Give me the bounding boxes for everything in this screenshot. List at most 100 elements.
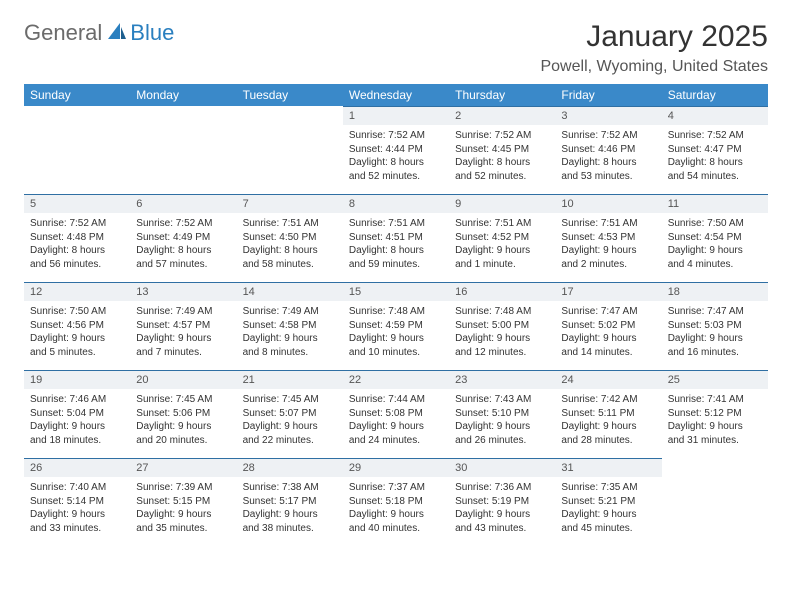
calendar-table: Sunday Monday Tuesday Wednesday Thursday… <box>24 84 768 546</box>
day-number: 17 <box>555 282 661 301</box>
daylight-text: Daylight: 9 hours and 10 minutes. <box>349 332 443 359</box>
cell-body: Sunrise: 7:46 AMSunset: 5:04 PMDaylight:… <box>24 389 130 451</box>
cell-body: Sunrise: 7:39 AMSunset: 5:15 PMDaylight:… <box>130 477 236 539</box>
day-number: 7 <box>237 194 343 213</box>
day-number: 6 <box>130 194 236 213</box>
sunrise-text: Sunrise: 7:51 AM <box>561 217 655 231</box>
sunrise-text: Sunrise: 7:52 AM <box>349 129 443 143</box>
daylight-text: Daylight: 9 hours and 2 minutes. <box>561 244 655 271</box>
daylight-text: Daylight: 9 hours and 31 minutes. <box>668 420 762 447</box>
sunset-text: Sunset: 4:46 PM <box>561 143 655 157</box>
day-number: 5 <box>24 194 130 213</box>
sunrise-text: Sunrise: 7:49 AM <box>136 305 230 319</box>
month-title: January 2025 <box>540 20 768 54</box>
day-cell: 8Sunrise: 7:51 AMSunset: 4:51 PMDaylight… <box>343 194 449 282</box>
sunrise-text: Sunrise: 7:52 AM <box>136 217 230 231</box>
day-number: 14 <box>237 282 343 301</box>
day-cell: 13Sunrise: 7:49 AMSunset: 4:57 PMDayligh… <box>130 282 236 370</box>
sunset-text: Sunset: 4:56 PM <box>30 319 124 333</box>
cell-body: Sunrise: 7:50 AMSunset: 4:56 PMDaylight:… <box>24 301 130 363</box>
sunset-text: Sunset: 5:10 PM <box>455 407 549 421</box>
daylight-text: Daylight: 9 hours and 12 minutes. <box>455 332 549 359</box>
day-cell: 17Sunrise: 7:47 AMSunset: 5:02 PMDayligh… <box>555 282 661 370</box>
week-row: 12Sunrise: 7:50 AMSunset: 4:56 PMDayligh… <box>24 282 768 370</box>
cell-body: Sunrise: 7:51 AMSunset: 4:53 PMDaylight:… <box>555 213 661 275</box>
cell-body: Sunrise: 7:41 AMSunset: 5:12 PMDaylight:… <box>662 389 768 451</box>
sunset-text: Sunset: 4:54 PM <box>668 231 762 245</box>
sunset-text: Sunset: 4:52 PM <box>455 231 549 245</box>
daylight-text: Daylight: 9 hours and 20 minutes. <box>136 420 230 447</box>
day-number: 1 <box>343 106 449 125</box>
day-number: 18 <box>662 282 768 301</box>
day-number: 10 <box>555 194 661 213</box>
daylight-text: Daylight: 9 hours and 43 minutes. <box>455 508 549 535</box>
sunset-text: Sunset: 5:08 PM <box>349 407 443 421</box>
sunrise-text: Sunrise: 7:35 AM <box>561 481 655 495</box>
sunrise-text: Sunrise: 7:48 AM <box>455 305 549 319</box>
daylight-text: Daylight: 9 hours and 7 minutes. <box>136 332 230 359</box>
sunrise-text: Sunrise: 7:50 AM <box>30 305 124 319</box>
day-cell: 29Sunrise: 7:37 AMSunset: 5:18 PMDayligh… <box>343 458 449 546</box>
brand-text-blue: Blue <box>130 20 174 46</box>
day-cell: 23Sunrise: 7:43 AMSunset: 5:10 PMDayligh… <box>449 370 555 458</box>
day-cell: 25Sunrise: 7:41 AMSunset: 5:12 PMDayligh… <box>662 370 768 458</box>
cell-body: Sunrise: 7:48 AMSunset: 4:59 PMDaylight:… <box>343 301 449 363</box>
day-number: 20 <box>130 370 236 389</box>
cell-body: Sunrise: 7:45 AMSunset: 5:06 PMDaylight:… <box>130 389 236 451</box>
day-cell: 21Sunrise: 7:45 AMSunset: 5:07 PMDayligh… <box>237 370 343 458</box>
sunrise-text: Sunrise: 7:45 AM <box>243 393 337 407</box>
sunset-text: Sunset: 5:04 PM <box>30 407 124 421</box>
day-number: 4 <box>662 106 768 125</box>
sunset-text: Sunset: 5:18 PM <box>349 495 443 509</box>
day-number: 13 <box>130 282 236 301</box>
daylight-text: Daylight: 9 hours and 35 minutes. <box>136 508 230 535</box>
day-cell: 26Sunrise: 7:40 AMSunset: 5:14 PMDayligh… <box>24 458 130 546</box>
day-cell: 3Sunrise: 7:52 AMSunset: 4:46 PMDaylight… <box>555 106 661 194</box>
day-cell: 24Sunrise: 7:42 AMSunset: 5:11 PMDayligh… <box>555 370 661 458</box>
daylight-text: Daylight: 9 hours and 28 minutes. <box>561 420 655 447</box>
day-number: 22 <box>343 370 449 389</box>
sunrise-text: Sunrise: 7:44 AM <box>349 393 443 407</box>
sunrise-text: Sunrise: 7:47 AM <box>668 305 762 319</box>
sunrise-text: Sunrise: 7:39 AM <box>136 481 230 495</box>
day-number: 23 <box>449 370 555 389</box>
week-row: 26Sunrise: 7:40 AMSunset: 5:14 PMDayligh… <box>24 458 768 546</box>
cell-body: Sunrise: 7:49 AMSunset: 4:58 PMDaylight:… <box>237 301 343 363</box>
cell-body: Sunrise: 7:35 AMSunset: 5:21 PMDaylight:… <box>555 477 661 539</box>
sunrise-text: Sunrise: 7:45 AM <box>136 393 230 407</box>
day-cell: 27Sunrise: 7:39 AMSunset: 5:15 PMDayligh… <box>130 458 236 546</box>
cell-body: Sunrise: 7:42 AMSunset: 5:11 PMDaylight:… <box>555 389 661 451</box>
header: General Blue January 2025 Powell, Wyomin… <box>24 20 768 76</box>
sunset-text: Sunset: 4:48 PM <box>30 231 124 245</box>
day-cell: 9Sunrise: 7:51 AMSunset: 4:52 PMDaylight… <box>449 194 555 282</box>
cell-body: Sunrise: 7:47 AMSunset: 5:03 PMDaylight:… <box>662 301 768 363</box>
day-cell: 4Sunrise: 7:52 AMSunset: 4:47 PMDaylight… <box>662 106 768 194</box>
sail-icon <box>106 21 128 46</box>
sunset-text: Sunset: 5:11 PM <box>561 407 655 421</box>
sunset-text: Sunset: 4:49 PM <box>136 231 230 245</box>
daylight-text: Daylight: 8 hours and 53 minutes. <box>561 156 655 183</box>
sunrise-text: Sunrise: 7:52 AM <box>561 129 655 143</box>
day-number: 30 <box>449 458 555 477</box>
col-saturday: Saturday <box>662 84 768 106</box>
daylight-text: Daylight: 8 hours and 57 minutes. <box>136 244 230 271</box>
day-number: 19 <box>24 370 130 389</box>
day-number: 8 <box>343 194 449 213</box>
daylight-text: Daylight: 9 hours and 33 minutes. <box>30 508 124 535</box>
sunset-text: Sunset: 5:17 PM <box>243 495 337 509</box>
brand-logo: General Blue <box>24 20 174 46</box>
day-cell: 2Sunrise: 7:52 AMSunset: 4:45 PMDaylight… <box>449 106 555 194</box>
sunrise-text: Sunrise: 7:51 AM <box>243 217 337 231</box>
sunrise-text: Sunrise: 7:36 AM <box>455 481 549 495</box>
day-number: 15 <box>343 282 449 301</box>
day-cell: 16Sunrise: 7:48 AMSunset: 5:00 PMDayligh… <box>449 282 555 370</box>
day-cell <box>130 106 236 194</box>
daylight-text: Daylight: 8 hours and 56 minutes. <box>30 244 124 271</box>
col-wednesday: Wednesday <box>343 84 449 106</box>
day-number: 24 <box>555 370 661 389</box>
week-row: 5Sunrise: 7:52 AMSunset: 4:48 PMDaylight… <box>24 194 768 282</box>
day-cell: 22Sunrise: 7:44 AMSunset: 5:08 PMDayligh… <box>343 370 449 458</box>
cell-body: Sunrise: 7:52 AMSunset: 4:47 PMDaylight:… <box>662 125 768 187</box>
calendar-body: 1Sunrise: 7:52 AMSunset: 4:44 PMDaylight… <box>24 106 768 546</box>
week-row: 19Sunrise: 7:46 AMSunset: 5:04 PMDayligh… <box>24 370 768 458</box>
